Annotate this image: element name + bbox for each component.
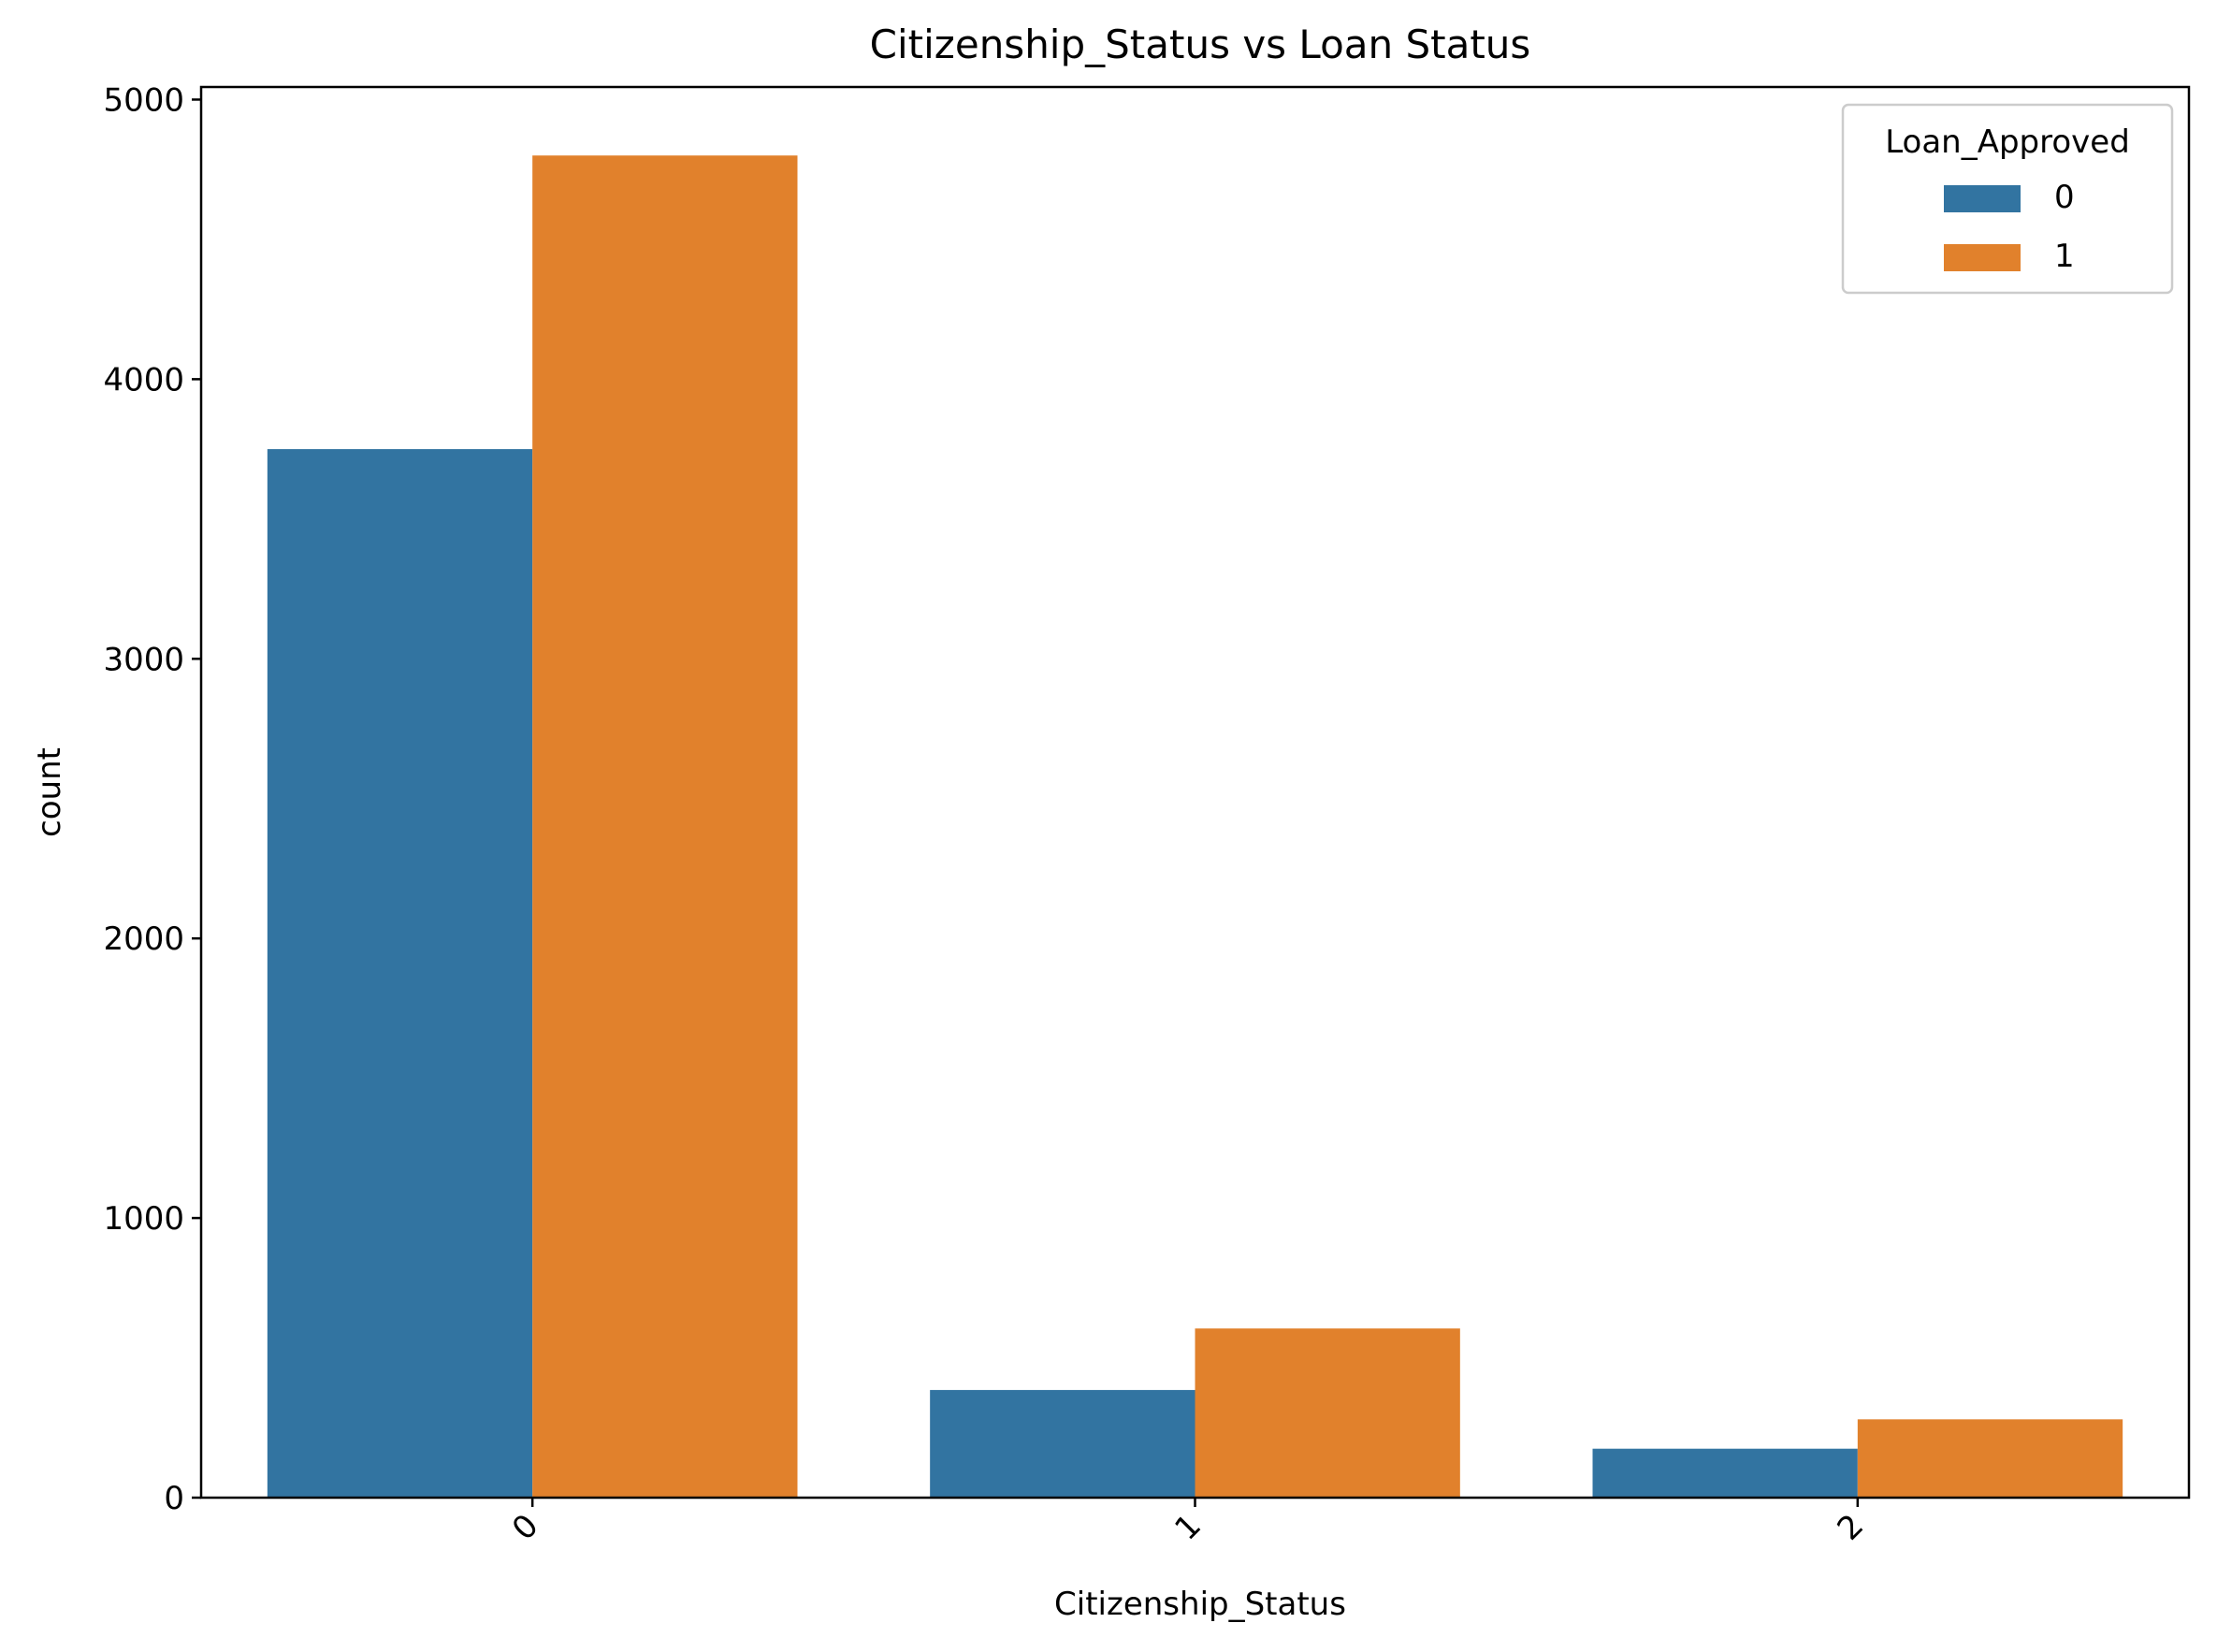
bar-status-0-approved-1 [532,155,798,1498]
y-axis: 0 1000 2000 3000 4000 5000 [103,81,201,1517]
bar-status-2-approved-0 [1592,1448,1858,1498]
bar-status-1-approved-1 [1195,1328,1460,1498]
chart-title: Citizenship_Status vs Loan Status [870,22,1531,67]
y-tick-label: 3000 [103,641,184,678]
legend: Loan_Approved 01 [1841,103,2174,295]
legend-swatch-0 [1944,185,2021,212]
y-tick-label: 4000 [103,361,184,399]
legend-title: Loan_Approved [1885,123,2130,161]
y-tick-label: 1000 [103,1200,184,1238]
y-tick-label: 0 [164,1480,184,1517]
legend-label-1: 1 [2054,238,2075,275]
y-axis-label: count [31,747,68,837]
bar-status-1-approved-0 [930,1389,1195,1498]
y-tick-label: 5000 [103,81,184,119]
y-tick-label: 2000 [103,920,184,958]
legend-items: 01 [1944,179,2075,275]
bar-status-0-approved-0 [267,449,533,1499]
bar-status-2-approved-1 [1857,1419,2123,1498]
legend-swatch-1 [1944,244,2021,271]
x-axis-label: Citizenship_Status [1054,1586,1346,1623]
plot-area [199,85,2191,1500]
legend-label-0: 0 [2054,179,2075,216]
bars [267,155,2123,1499]
